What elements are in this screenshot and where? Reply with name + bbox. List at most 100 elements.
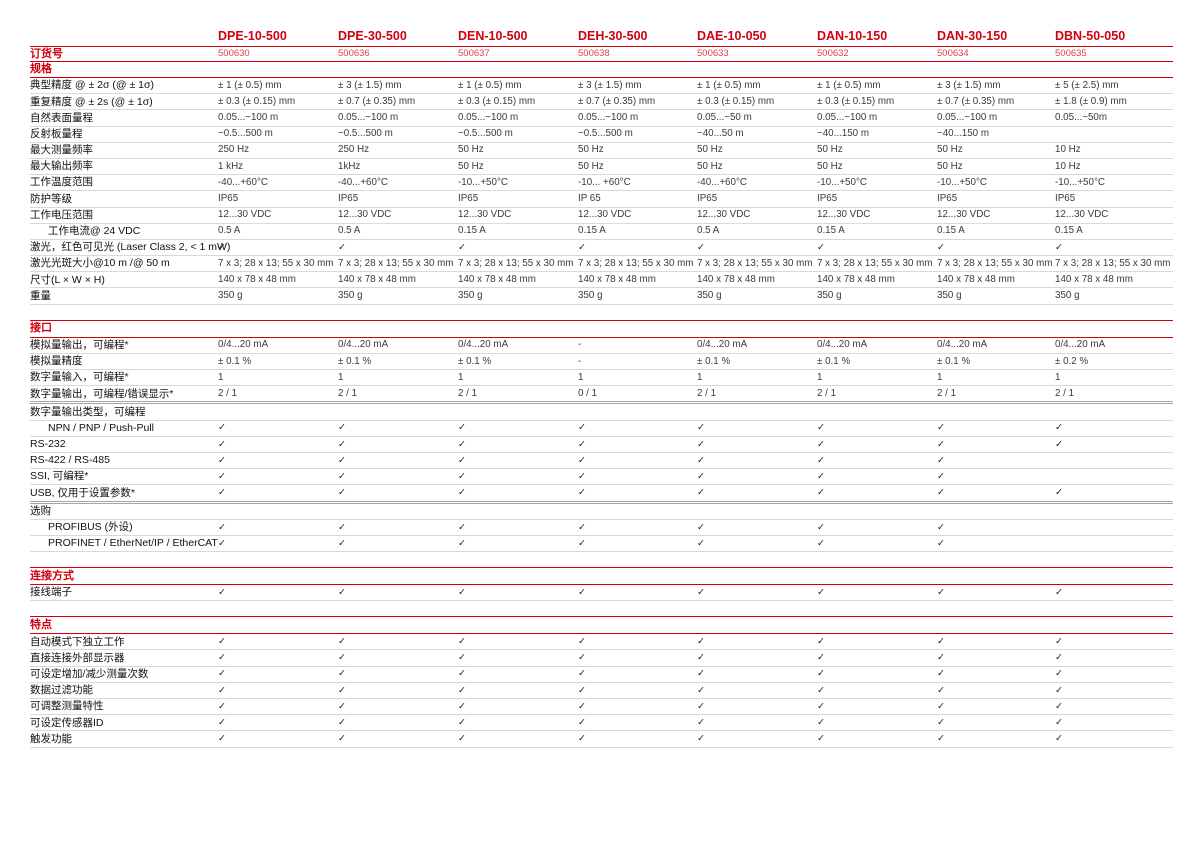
table-row: 激光光斑大小@10 m /@ 50 m 7 x 3; 28 x 13; 55 x …: [30, 256, 1173, 273]
order-number-label: 订货号: [30, 47, 63, 60]
cell-value: ~40...50 m: [697, 128, 744, 140]
section: 连接方式 接线端子 ✓ ✓ ✓ ✓ ✓ ✓ ✓ ✓: [30, 567, 1173, 602]
check-icon: ✓: [338, 636, 346, 648]
check-icon: ✓: [458, 422, 466, 434]
cell-value: 0/4...20 mA: [817, 339, 868, 351]
section-title: 接口: [30, 322, 52, 335]
check-icon: ✓: [218, 454, 226, 466]
cell-value: 350 g: [817, 290, 842, 302]
check-icon: ✓: [578, 241, 586, 253]
cell-value: ± 0.3 (± 0.15) mm: [458, 95, 536, 107]
cell-value: 2 / 1: [458, 387, 478, 399]
check-icon: ✓: [578, 422, 586, 434]
check-icon: ✓: [338, 422, 346, 434]
section-header: 连接方式: [30, 567, 1173, 586]
check-icon: ✓: [578, 537, 586, 549]
cell-value: ± 1 (± 0.5) mm: [697, 79, 761, 91]
cell-value: 12...30 VDC: [218, 209, 272, 221]
spec-sections: 规格 典型精度 @ ± 2σ (@ ± 1σ) ± 1 (± 0.5) mm ± 3…: [30, 62, 1173, 748]
check-icon: ✓: [338, 438, 346, 450]
check-icon: ✓: [218, 470, 226, 482]
check-icon: ✓: [697, 241, 705, 253]
cell-value: 12...30 VDC: [578, 209, 632, 221]
cell-value: 1 kHz: [218, 160, 244, 172]
row-label: 重复精度 @ ± 2s (@ ± 1σ): [30, 95, 153, 108]
cell-value: 0/4...20 mA: [458, 339, 509, 351]
product-model-header: DAN-30-150: [937, 28, 1008, 43]
cell-value: ~40...150 m: [937, 128, 990, 140]
cell-value: 50 Hz: [817, 144, 843, 156]
check-icon: ✓: [697, 470, 705, 482]
cell-value: 0.05...~100 m: [578, 112, 639, 124]
section: 规格 典型精度 @ ± 2σ (@ ± 1σ) ± 1 (± 0.5) mm ± 3…: [30, 62, 1173, 305]
cell-value: 2 / 1: [937, 387, 957, 399]
row-label: 模拟量输出，可编程*: [30, 338, 129, 351]
table-row: 接线端子 ✓ ✓ ✓ ✓ ✓ ✓ ✓ ✓: [30, 585, 1173, 602]
table-row: PROFIBUS (外设) ✓ ✓ ✓ ✓ ✓ ✓ ✓: [30, 520, 1173, 536]
check-icon: ✓: [458, 636, 466, 648]
cell-value: 0/4...20 mA: [1055, 339, 1106, 351]
cell-value: 140 x 78 x 48 mm: [458, 273, 536, 285]
check-icon: ✓: [1055, 700, 1063, 712]
cell-value: ± 0.3 (± 0.15) mm: [218, 95, 296, 107]
table-row: 数据过滤功能 ✓ ✓ ✓ ✓ ✓ ✓ ✓ ✓: [30, 683, 1173, 699]
row-label: 工作电压范围: [30, 208, 93, 221]
table-row: 防护等级 IP65 IP65 IP65 IP 65 IP65 IP65 IP65 IP65: [30, 191, 1173, 208]
cell-value: 2 / 1: [1055, 387, 1075, 399]
check-icon: ✓: [697, 636, 705, 648]
cell-value: -: [578, 355, 582, 367]
check-icon: ✓: [458, 717, 466, 729]
check-icon: ✓: [458, 652, 466, 664]
check-icon: ✓: [817, 684, 825, 696]
cell-value: ± 0.2 %: [1055, 355, 1089, 367]
check-icon: ✓: [937, 454, 945, 466]
check-icon: ✓: [578, 636, 586, 648]
cell-value: -10...+50°C: [1055, 176, 1105, 188]
check-icon: ✓: [578, 521, 586, 533]
cell-value: ~0.5...500 m: [338, 128, 393, 140]
check-icon: ✓: [937, 652, 945, 664]
cell-value: -10...+50°C: [937, 176, 987, 188]
cell-value: 10 Hz: [1055, 144, 1081, 156]
check-icon: ✓: [697, 717, 705, 729]
cell-value: 50 Hz: [697, 144, 723, 156]
check-icon: ✓: [937, 717, 945, 729]
cell-value: 1: [1055, 371, 1061, 383]
check-icon: ✓: [1055, 586, 1063, 598]
row-label: 典型精度 @ ± 2σ (@ ± 1σ): [30, 79, 154, 92]
check-icon: ✓: [578, 470, 586, 482]
cell-value: ± 0.1 %: [817, 355, 851, 367]
check-icon: ✓: [218, 521, 226, 533]
check-icon: ✓: [338, 700, 346, 712]
spec-datasheet: DPE-10-500 DPE-30-500 DEN-10-500 DEH-30-500…: [30, 26, 1173, 748]
cell-value: 7 x 3; 28 x 13; 55 x 30 mm: [458, 257, 574, 269]
table-row: NPN / PNP / Push-Pull ✓ ✓ ✓ ✓ ✓ ✓ ✓ ✓: [30, 421, 1173, 437]
table-row: 重量 350 g 350 g 350 g 350 g 350 g 350 g 350 g 350…: [30, 288, 1173, 305]
cell-value: 1: [218, 371, 224, 383]
cell-value: ± 0.1 %: [218, 355, 252, 367]
check-icon: ✓: [817, 717, 825, 729]
cell-value: 350 g: [338, 290, 363, 302]
table-row: 激光，红色可见光 (Laser Class 2, < 1 mW) ✓ ✓ ✓ ✓ ✓ ✓ ✓ ✓: [30, 240, 1173, 257]
check-icon: ✓: [458, 454, 466, 466]
check-icon: ✓: [338, 487, 346, 499]
check-icon: ✓: [937, 636, 945, 648]
check-icon: ✓: [338, 717, 346, 729]
check-icon: ✓: [338, 652, 346, 664]
row-label: 数字量输出类型，可编程: [30, 405, 146, 418]
cell-value: 12...30 VDC: [458, 209, 512, 221]
cell-value: 0.15 A: [578, 225, 606, 237]
order-number-value: 500633: [697, 48, 729, 60]
check-icon: ✓: [458, 470, 466, 482]
cell-value: 140 x 78 x 48 mm: [1055, 273, 1133, 285]
cell-value: 12...30 VDC: [338, 209, 392, 221]
cell-value: 350 g: [937, 290, 962, 302]
cell-value: 50 Hz: [937, 160, 963, 172]
cell-value: 2 / 1: [338, 387, 358, 399]
check-icon: ✓: [338, 668, 346, 680]
check-icon: ✓: [218, 652, 226, 664]
check-icon: ✓: [578, 684, 586, 696]
check-icon: ✓: [1055, 652, 1063, 664]
row-label: 激光光斑大小@10 m /@ 50 m: [30, 257, 170, 270]
cell-value: 0.15 A: [458, 225, 486, 237]
